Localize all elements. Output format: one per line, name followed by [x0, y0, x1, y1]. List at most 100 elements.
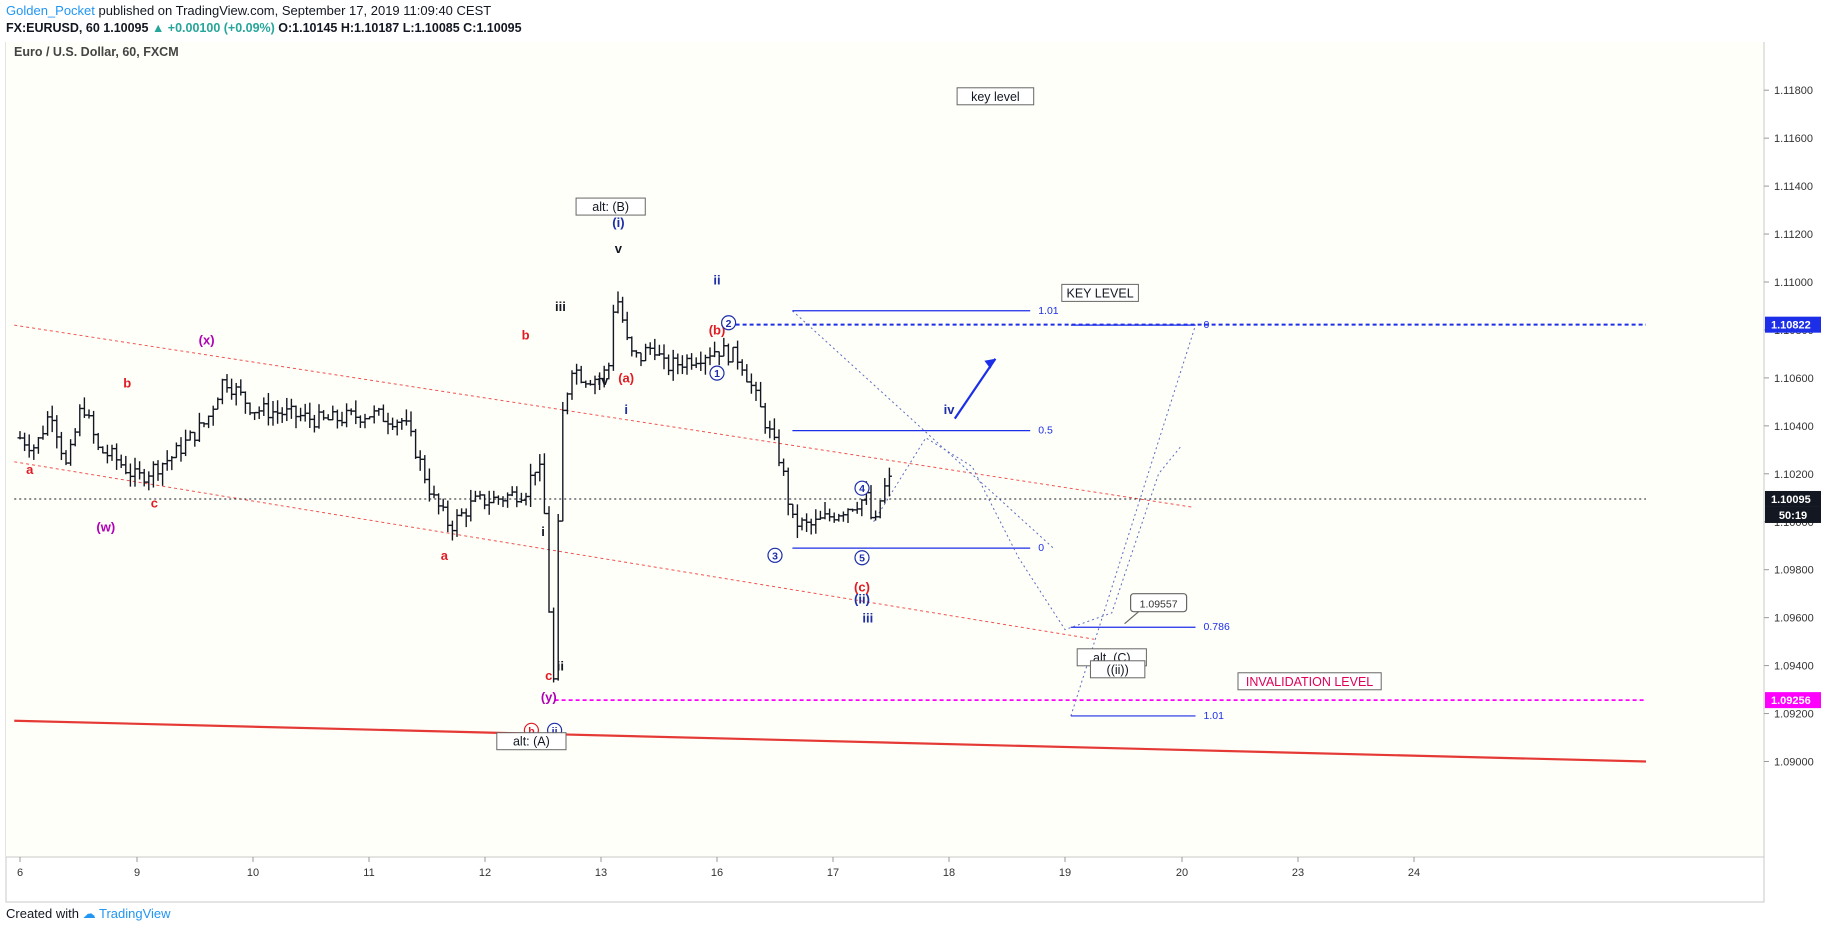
ohlc-bar — [767, 420, 773, 439]
ohlc-bar — [408, 411, 414, 437]
ohlc-bar — [771, 418, 777, 441]
ohlc-bar — [307, 402, 313, 429]
ohlc-bar — [95, 432, 101, 451]
ohlc-bar — [123, 455, 129, 475]
ohlc-bar — [578, 365, 584, 384]
ohlc-bar — [468, 489, 474, 522]
ohlc-bar — [523, 492, 529, 506]
time-tick-label: 12 — [479, 867, 491, 879]
annotation-box: key level — [956, 87, 1035, 106]
open-value: 1.10145 — [292, 21, 338, 35]
ohlc-bar — [666, 354, 672, 376]
ohlc-bar — [265, 392, 271, 426]
ohlc-bar — [684, 354, 690, 375]
time-tick-label: 20 — [1176, 867, 1188, 879]
ohlc-bar — [459, 508, 465, 517]
ohlc-bar — [394, 419, 400, 436]
ohlc-bar — [229, 378, 235, 400]
ohlc-bar — [744, 364, 750, 383]
ohlc-bar — [183, 429, 189, 457]
price-tick-label: 1.11200 — [1774, 229, 1813, 241]
time-tick-label: 13 — [595, 867, 607, 879]
tradingview-brand[interactable]: TradingView — [99, 906, 171, 921]
ohlc-bar — [22, 432, 28, 452]
fib-level-label: 0.5 — [1038, 425, 1053, 437]
annotation-box: alt: (A) — [496, 732, 567, 751]
ohlc-bar — [877, 500, 883, 519]
ohlc-bar — [284, 397, 290, 422]
ohlc-bar — [509, 486, 515, 497]
ohlc-bar — [311, 414, 317, 433]
publish-info: Golden_Pocket published on TradingView.c… — [6, 3, 491, 18]
ohlc-bar — [132, 457, 138, 487]
channel-upper-line — [14, 324, 1194, 508]
drawing-lines: 1.01 0.5 0 0 0.786 1.01 — [14, 305, 1647, 763]
ohlc-bar — [68, 439, 74, 466]
ohlc-bar — [252, 411, 258, 421]
fib-level-label: 0.786 — [1204, 621, 1230, 633]
wave-label: i — [541, 524, 545, 539]
ohlc-bar — [242, 391, 248, 414]
ohlc-bar — [592, 375, 598, 395]
ohlc-bar — [431, 485, 437, 499]
ohlc-bar — [532, 471, 538, 486]
ohlc-bar — [813, 509, 819, 534]
fib-level-label: 1.01 — [1038, 305, 1059, 317]
ohlc-bar — [560, 401, 566, 522]
ohlc-bar — [192, 431, 198, 447]
fib-level-label: 0 — [1204, 319, 1210, 331]
wave-label: (x) — [199, 332, 215, 347]
ohlc-bar — [827, 508, 833, 522]
svg-text:5: 5 — [859, 553, 865, 565]
time-tick-label: 9 — [134, 867, 140, 879]
close-value: 1.10095 — [476, 21, 522, 35]
svg-text:2: 2 — [726, 318, 732, 330]
ohlc-bar — [72, 428, 78, 447]
ohlc-bar — [100, 446, 106, 454]
svg-text:ii: ii — [552, 725, 558, 737]
time-tick-label: 6 — [17, 867, 23, 879]
wave-label: (y) — [541, 690, 557, 705]
ohlc-bar — [339, 411, 345, 427]
ohlc-bar — [445, 500, 451, 533]
wave-label: iv — [944, 402, 956, 417]
ohlc-bar — [656, 344, 662, 356]
ohlc-bar — [753, 381, 759, 401]
author-link[interactable]: Golden_Pocket — [6, 3, 95, 18]
wave-labels: abc(w)(x)abc(y)iiiiiiivv(i)(a)i(b)ii(c)(… — [26, 87, 1382, 751]
ohlc-bar — [574, 363, 580, 385]
ohlc-bar — [702, 354, 708, 375]
annotation-box: INVALIDATION LEVEL — [1237, 672, 1382, 691]
ohlc-bar — [785, 467, 791, 516]
high-value: 1.10187 — [354, 21, 400, 35]
ohlc-bar — [781, 458, 787, 476]
ohlc-bar — [583, 380, 589, 388]
ohlc-bar — [357, 415, 363, 428]
svg-text:alt: (B): alt: (B) — [592, 200, 629, 214]
ohlc-bar — [739, 359, 745, 376]
price-tick-label: 1.11600 — [1774, 133, 1813, 145]
price-chart[interactable]: Euro / U.S. Dollar, 60, FXCM 1.118001.11… — [0, 42, 1828, 904]
price-axis: 1.11800 1.11600 1.11400 1.11200 1.11000 1.108… — [1764, 85, 1814, 769]
price-tick-label: 1.09800 — [1774, 565, 1814, 577]
ohlc-bar — [256, 406, 262, 420]
wave-label: b — [123, 375, 131, 390]
ohlc-bar — [40, 425, 46, 440]
ohlc-bar — [26, 434, 32, 458]
svg-text:key level: key level — [971, 90, 1020, 104]
ohlc-bar — [215, 397, 221, 410]
ohlc-bar — [104, 444, 110, 464]
ohlc-bar — [45, 411, 51, 436]
ohlc-bar — [160, 462, 166, 486]
ohlc-bar — [546, 506, 552, 613]
ohlc-bar — [689, 353, 695, 370]
ohlc-bar — [629, 336, 635, 357]
wave-label: b — [522, 328, 530, 343]
ohlc-bar — [528, 463, 534, 507]
ohlc-bar — [54, 415, 60, 449]
ohlc-bar — [164, 450, 170, 471]
ohlc-bar — [422, 455, 428, 484]
svg-text:1: 1 — [714, 368, 720, 380]
svg-text:alt: (A): alt: (A) — [513, 735, 550, 749]
wave-label: (b) — [709, 323, 726, 338]
